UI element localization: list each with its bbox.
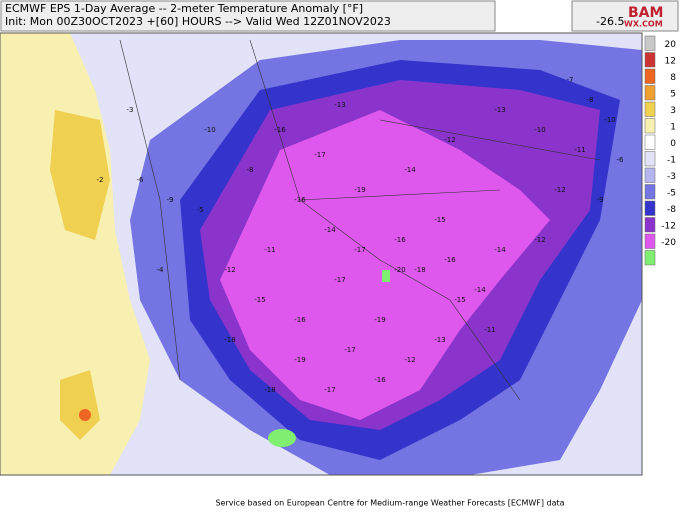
map: -13 -16 -17 -19 -14 -12 -13 -10 -11 -12 -16 -14 -17 -… xyxy=(0,33,642,475)
map-label: -14 xyxy=(474,286,486,294)
min-value: -26.5 xyxy=(596,15,624,28)
map-label: -15 xyxy=(434,216,445,224)
legend-label: 8 xyxy=(670,73,676,83)
logo-mark: BAM xyxy=(628,5,663,21)
map-label: -19 xyxy=(294,356,305,364)
map-label: -15 xyxy=(254,296,265,304)
legend-label: -5 xyxy=(667,188,676,198)
map-label: -11 xyxy=(484,326,495,334)
map-label: -12 xyxy=(444,136,455,144)
legend-swatch xyxy=(644,52,656,68)
logo: WX.COM xyxy=(624,20,663,29)
map-label: -14 xyxy=(324,226,336,234)
legend-label: 12 xyxy=(665,56,676,66)
legend-label: -1 xyxy=(667,155,676,165)
map-label: -16 xyxy=(294,196,306,204)
legend: 20 12 8 5 3 1 0 -1 -3 -5 -8 -12 -20 xyxy=(644,35,677,266)
legend-label: 1 xyxy=(670,122,676,132)
map-label: -19 xyxy=(374,316,385,324)
map-label: -10 xyxy=(604,116,615,124)
map-label: -9 xyxy=(597,196,604,204)
map-label: -10 xyxy=(534,126,545,134)
map-label: -14 xyxy=(404,166,416,174)
map-label: -15 xyxy=(454,296,465,304)
map-label: -18 xyxy=(414,266,425,274)
warm-area xyxy=(50,110,110,240)
map-label: -17 xyxy=(324,386,335,394)
map-label: -8 xyxy=(247,166,254,174)
legend-label: -8 xyxy=(667,205,676,215)
map-label: -17 xyxy=(354,246,365,254)
map-label: -12 xyxy=(224,266,235,274)
pacific-warm xyxy=(0,33,150,475)
map-label: -2 xyxy=(97,176,104,184)
map-label: -14 xyxy=(494,246,506,254)
map-label: -7 xyxy=(567,76,574,84)
map-label: -18 xyxy=(264,386,275,394)
map-label: -20 xyxy=(394,266,405,274)
map-label: -17 xyxy=(334,276,345,284)
map-label: -17 xyxy=(314,151,325,159)
warm-spot xyxy=(79,409,91,421)
legend-label: -3 xyxy=(667,172,676,182)
header-box xyxy=(0,0,496,32)
legend-swatch xyxy=(644,101,656,117)
map-label: -12 xyxy=(554,186,565,194)
map-label: -12 xyxy=(534,236,545,244)
map-label: -10 xyxy=(204,126,215,134)
subtitle: Init: Mon 00Z30OCT2023 +[60] HOURS --> V… xyxy=(5,15,391,28)
map-label: -18 xyxy=(224,336,235,344)
map-label: -3 xyxy=(127,106,134,114)
map-frame xyxy=(0,32,643,476)
map-label: -5 xyxy=(197,206,204,214)
legend-label: -12 xyxy=(661,221,676,231)
title: ECMWF EPS 1-Day Average -- 2-meter Tempe… xyxy=(5,2,363,15)
map-label: -6 xyxy=(617,156,625,164)
map-label: -4 xyxy=(157,266,165,274)
map-label: -17 xyxy=(344,346,355,354)
map-label: -16 xyxy=(374,376,386,384)
cold-core xyxy=(220,110,550,420)
legend-swatch xyxy=(644,167,656,183)
legend-swatch xyxy=(644,68,656,84)
legend-swatch xyxy=(644,184,656,200)
legend-swatch xyxy=(644,35,656,51)
legend-label: 5 xyxy=(670,89,676,99)
map-label: -16 xyxy=(274,126,286,134)
legend-label: 20 xyxy=(665,40,677,50)
state-borders xyxy=(119,39,601,401)
map-label: -13 xyxy=(434,336,445,344)
map-label: -19 xyxy=(354,186,365,194)
legend-swatch xyxy=(644,134,656,150)
legend-swatch xyxy=(644,217,656,233)
legend-swatch xyxy=(644,250,656,266)
info-box xyxy=(571,0,679,32)
map-label: -9 xyxy=(167,196,174,204)
legend-swatch xyxy=(644,151,656,167)
legend-label: 3 xyxy=(670,106,676,116)
map-label: -16 xyxy=(294,316,306,324)
map-label: -11 xyxy=(264,246,275,254)
legend-swatch xyxy=(644,85,656,101)
legend-label: 0 xyxy=(670,139,676,149)
legend-swatch xyxy=(644,200,656,216)
warm-area xyxy=(60,370,100,440)
map-label: -16 xyxy=(394,236,406,244)
footer: Service based on European Centre for Med… xyxy=(215,499,564,508)
legend-swatch xyxy=(644,118,656,134)
cold-extreme xyxy=(268,429,296,447)
map-label: -6 xyxy=(137,176,145,184)
map-label: -13 xyxy=(494,106,505,114)
legend-swatch xyxy=(644,233,656,249)
map-label: -8 xyxy=(587,96,594,104)
map-labels: -13 -16 -17 -19 -14 -12 -13 -10 -11 -12 -16 -14 -17 -… xyxy=(97,76,625,394)
map-label: -13 xyxy=(334,101,345,109)
cold-extreme xyxy=(382,270,390,282)
map-label: -12 xyxy=(404,356,415,364)
map-label: -16 xyxy=(444,256,456,264)
map-label: -11 xyxy=(574,146,585,154)
legend-label: -20 xyxy=(661,238,676,248)
